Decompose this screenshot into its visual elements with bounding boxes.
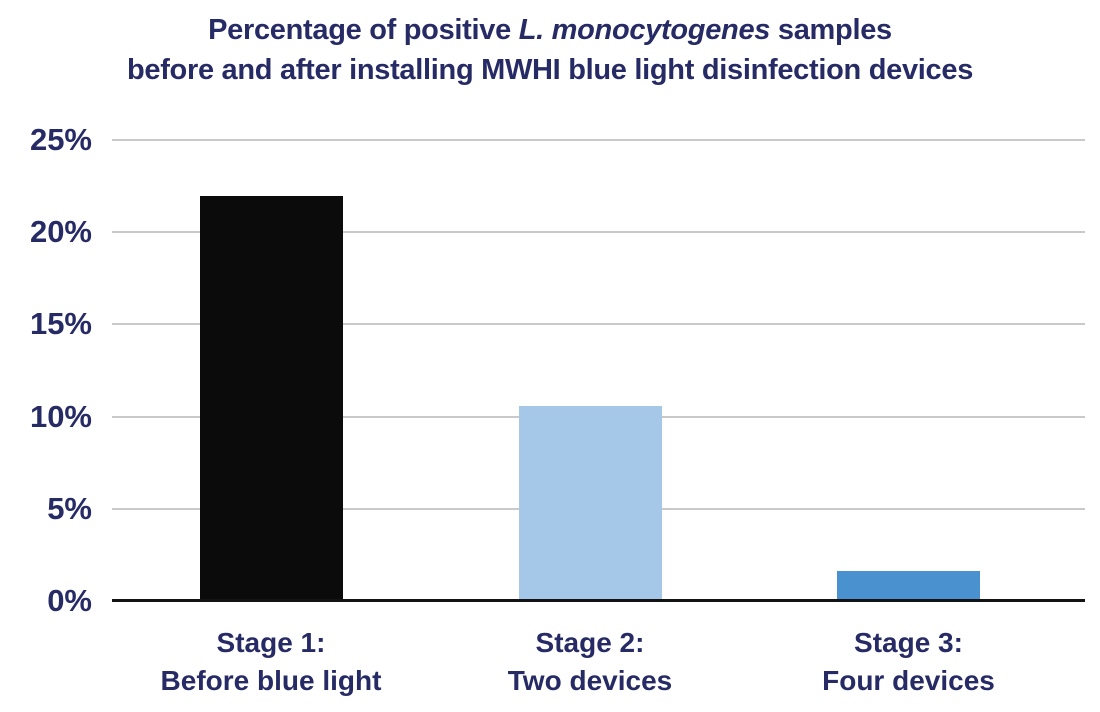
x-axis-label-stage3: Stage 3: Four devices [719, 624, 1099, 700]
x-axis-label-stage2: Stage 2: Two devices [400, 624, 780, 700]
chart-title-line2: before and after installing MWHI blue li… [126, 54, 974, 86]
y-axis-tick-label-10pct: 10% [29, 398, 92, 434]
x-axis-line [112, 599, 1085, 602]
y-axis-tick-label-20pct: 20% [29, 214, 92, 250]
x-axis-label-stage2-line2: Two devices [507, 665, 673, 696]
x-axis-label-stage1-line2: Before blue light [160, 665, 382, 696]
chart-title-line1: Percentage of positive L. monocytogenes … [208, 14, 892, 46]
chart-title-text: Percentage of positive [208, 14, 519, 46]
x-axis-label-stage3-line1: Stage 3: [854, 627, 963, 658]
gridline-20pct [112, 231, 1085, 234]
bar-stage1 [199, 196, 343, 600]
gridline-15pct [112, 323, 1085, 326]
chart-title-text-suffix: samples [770, 14, 892, 46]
chart-title: Percentage of positive L. monocytogenes … [0, 10, 1100, 90]
y-axis-tick-label-15pct: 15% [29, 306, 92, 342]
x-axis-label-stage1: Stage 1: Before blue light [81, 624, 461, 700]
x-axis-label-stage1-line1: Stage 1: [216, 627, 326, 658]
y-axis-tick-label-5pct: 5% [47, 490, 92, 526]
x-axis-label-stage2-line1: Stage 2: [535, 627, 645, 658]
plot-area [112, 139, 1085, 602]
bar-stage3 [837, 570, 980, 600]
y-axis-tick-label-0pct: 0% [47, 583, 92, 618]
bar-stage2 [518, 406, 662, 600]
gridline-25pct [112, 139, 1085, 141]
y-axis-tick-label-25pct: 25% [29, 122, 92, 157]
x-axis-label-stage3-line2: Four devices [822, 665, 995, 696]
chart-title-species-name: L. monocytogenes [518, 14, 771, 46]
